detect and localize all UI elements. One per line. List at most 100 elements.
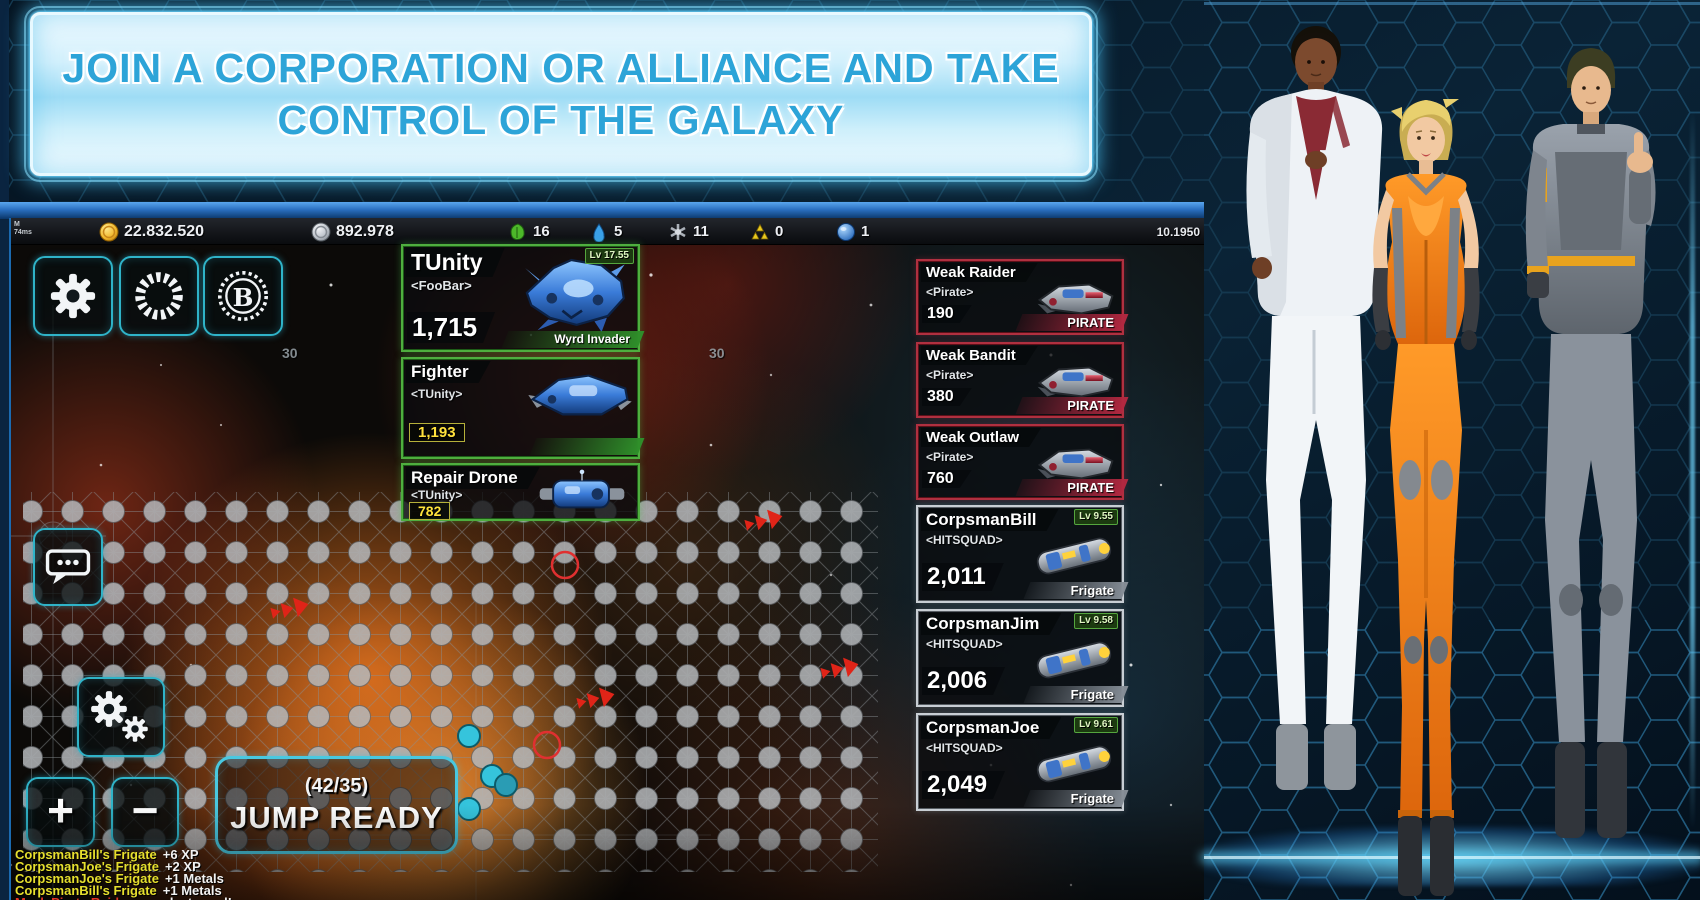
plus-icon: + [47, 784, 74, 836]
organics-resource: 16 [508, 218, 550, 245]
resource-bar: M 74ms 22.832.520 892.978 16 [11, 218, 1204, 245]
frame-band [0, 202, 1204, 219]
silver-resource: 892.978 [311, 218, 394, 245]
ship-clan: <FooBar> [411, 278, 472, 293]
metal-resource: 11 [668, 218, 709, 245]
fighter-ship-icon [526, 367, 634, 423]
orb-resource: 1 [836, 218, 869, 245]
enemy-name: Weak Raider [921, 263, 1038, 282]
enemy-clan: <Pirate> [926, 450, 974, 464]
enemy-hp: 380 [922, 388, 972, 406]
edge-glow [1690, 110, 1695, 830]
ship-clan: <TUnity> [411, 488, 463, 502]
zoom-out-button[interactable]: − [111, 777, 179, 847]
ship-name: Fighter [406, 361, 491, 383]
metal-amount: 11 [693, 223, 709, 240]
ally-clan: <HITSQUAD> [926, 741, 1003, 755]
ship-hp: 1,193 [409, 423, 465, 442]
badge-b-icon [214, 267, 272, 325]
promo-banner: JOIN A CORPORATION OR ALLIANCE AND TAKE … [24, 6, 1098, 182]
log-entry: CorpsmanJoe's Frigate +2 XP [15, 859, 201, 874]
ally-type: Frigate [1070, 687, 1114, 702]
organics-amount: 16 [533, 223, 550, 240]
enemy-name: Weak Outlaw [921, 428, 1041, 447]
ship-clan: <TUnity> [411, 387, 463, 401]
character-white-suit [1246, 26, 1383, 790]
ally-hp: 2,011 [922, 563, 1004, 591]
emblem-resource: 0 [750, 218, 783, 245]
enemy-pirate-panel[interactable]: Weak Raider <Pirate> 190 PIRATE [916, 259, 1129, 335]
log-entry: CorpsmanBill's Frigate +6 XP [15, 847, 199, 862]
metal-asterisk-icon [670, 223, 686, 240]
enemy-type: PIRATE [1067, 315, 1114, 330]
log-entry: Mask Pirate Raiderwas destroyed! [15, 896, 232, 900]
enemy-type: PIRATE [1067, 480, 1114, 495]
character-grey-suit [1525, 48, 1656, 838]
orb-amount: 1 [861, 223, 870, 240]
gear-icon [47, 270, 99, 322]
zoom-in-button[interactable]: + [26, 777, 95, 847]
frigate-ship-icon [1028, 635, 1120, 685]
enemy-name: Weak Bandit [921, 346, 1038, 365]
ally-hp: 2,049 [922, 771, 1005, 799]
gold-coin-icon [99, 222, 119, 241]
chat-button[interactable] [33, 528, 103, 606]
log-entry: CorpsmanJoe's Frigate +1 Metals [15, 871, 224, 886]
ally-name: CorpsmanJim [921, 613, 1061, 635]
settings-gear-button[interactable] [33, 256, 113, 336]
badge-b-button[interactable] [203, 256, 283, 336]
frigate-ship-icon [1028, 739, 1120, 789]
character-orange-suit [1372, 99, 1480, 896]
options-gears-button[interactable] [77, 677, 165, 757]
enemy-pirate-panel[interactable]: Weak Bandit <Pirate> 380 PIRATE [916, 342, 1129, 418]
enemy-type: PIRATE [1067, 398, 1114, 413]
log-entry: CorpsmanBill's Frigate +1 Metals [15, 883, 222, 898]
enemy-clan: <Pirate> [926, 368, 974, 382]
ally-clan: <HITSQUAD> [926, 533, 1003, 547]
ship-name: Repair Drone [406, 467, 540, 489]
player-ship-panel[interactable]: Repair Drone <TUnity> 782 [401, 463, 640, 521]
ship-name: TUnity [406, 248, 505, 277]
blue-orb-icon [837, 222, 855, 241]
enemy-clan: <Pirate> [926, 285, 974, 299]
ally-name: CorpsmanBill [921, 509, 1059, 531]
enemy-hp: 760 [922, 470, 972, 488]
ally-hp: 2,006 [922, 667, 1005, 695]
frigate-ship-icon [1028, 531, 1120, 581]
debug-readout: M 74ms [14, 221, 32, 236]
level-badge: Lv 9.61 [1074, 717, 1118, 733]
water-drop-icon [593, 222, 605, 242]
gold-resource: 22.832.520 [99, 218, 204, 245]
player-ship-panel[interactable]: Fighter <TUnity> 1,193 [401, 357, 645, 459]
wyrd-invader-ship-icon [510, 252, 638, 332]
ally-type: Frigate [1070, 583, 1114, 598]
player-ship-panel[interactable]: Lv 17.55 TUnity <FooBar> 1,715 Wyrd Inva… [401, 244, 645, 352]
leaf-icon [510, 222, 525, 240]
ally-ship-panel[interactable]: Lv 9.58 CorpsmanJim <HITSQUAD> 2,006 Fri… [916, 609, 1129, 707]
ally-name: CorpsmanJoe [921, 717, 1061, 739]
ally-ship-panel[interactable]: Lv 9.61 CorpsmanJoe <HITSQUAD> 2,049 Fri… [916, 713, 1129, 811]
tri-emblem-icon [751, 223, 769, 239]
emblem-amount: 0 [775, 223, 784, 240]
enemy-hp: 190 [922, 305, 972, 323]
ally-type: Frigate [1070, 791, 1114, 806]
minus-icon: − [131, 784, 159, 836]
jump-counter: (42/35) [304, 774, 369, 797]
edge-glow [1204, 2, 1700, 5]
character-artwork [1246, 26, 1656, 896]
ally-ship-panel[interactable]: Lv 9.55 CorpsmanBill <HITSQUAD> 2,011 Fr… [916, 505, 1129, 603]
double-gear-icon [91, 691, 148, 742]
chat-bubble-icon [43, 544, 93, 590]
enemy-pirate-panel[interactable]: Weak Outlaw <Pirate> 760 PIRATE [916, 424, 1129, 500]
jump-ready-panel[interactable]: (42/35) JUMP READY [215, 756, 458, 854]
laurel-wreath-icon [131, 268, 187, 324]
silver-amount: 892.978 [336, 222, 394, 240]
sector-label: 30 [282, 345, 298, 361]
laurel-rank-button[interactable] [119, 256, 199, 336]
jump-status: JUMP READY [230, 799, 443, 835]
silver-coin-icon [311, 222, 331, 241]
level-badge: Lv 9.58 [1074, 613, 1118, 629]
repair-drone-icon [532, 469, 632, 519]
banner-line-2: CONTROL OF THE GALAXY [277, 97, 845, 143]
